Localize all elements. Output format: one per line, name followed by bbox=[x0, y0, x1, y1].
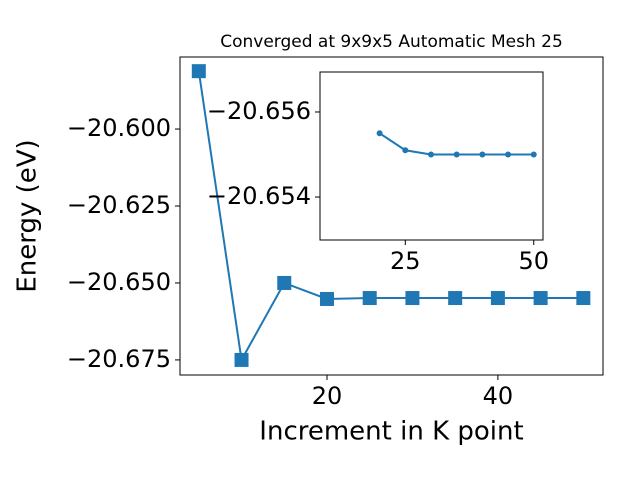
marker bbox=[479, 151, 486, 158]
marker bbox=[234, 352, 249, 367]
y-tick-label: −20.600 bbox=[67, 114, 171, 142]
plot-area bbox=[191, 64, 591, 367]
marker bbox=[405, 291, 420, 306]
marker bbox=[453, 151, 460, 158]
marker bbox=[490, 291, 505, 306]
y-tick-label: −20.650 bbox=[67, 268, 171, 296]
marker bbox=[402, 147, 409, 154]
y-tick-label: −20.656 bbox=[207, 97, 311, 125]
marker bbox=[530, 151, 537, 158]
x-tick-label: 25 bbox=[390, 247, 421, 275]
y-axis-label: Energy (eV) bbox=[13, 139, 43, 292]
plot-area bbox=[376, 130, 537, 158]
marker bbox=[191, 64, 206, 79]
y-tick-label: −20.625 bbox=[67, 191, 171, 219]
marker bbox=[576, 291, 591, 306]
chart-title: Converged at 9x9x5 Automatic Mesh 25 bbox=[220, 32, 563, 52]
x-axis-label: Increment in K point bbox=[259, 417, 523, 447]
y-tick-label: −20.654 bbox=[207, 182, 311, 210]
marker bbox=[448, 291, 463, 306]
marker bbox=[427, 151, 434, 158]
marker bbox=[376, 130, 383, 137]
marker bbox=[362, 291, 377, 306]
y-tick-label: −20.675 bbox=[67, 345, 171, 373]
x-tick-label: 20 bbox=[312, 382, 343, 410]
line bbox=[197, 71, 584, 363]
marker bbox=[277, 275, 292, 290]
marker bbox=[319, 291, 334, 306]
x-tick-label: 40 bbox=[483, 382, 514, 410]
marker bbox=[505, 151, 512, 158]
x-tick-label: 50 bbox=[518, 247, 549, 275]
marker bbox=[533, 291, 548, 306]
